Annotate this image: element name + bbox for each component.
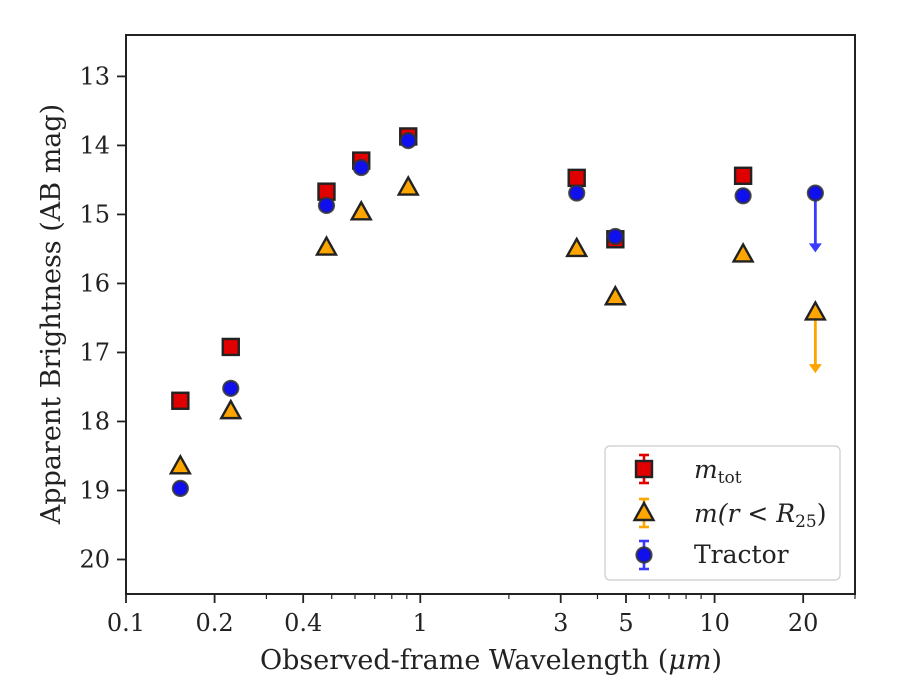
legend-label-m-r-r25: m(r < R25) xyxy=(694,499,827,532)
x-tick-label: 0.1 xyxy=(107,609,145,637)
data-point-circle xyxy=(399,131,417,150)
y-tick-label: 19 xyxy=(79,476,110,504)
x-tick-label: 5 xyxy=(618,609,633,637)
y-axis-label: Apparent Brightness (AB mag) xyxy=(36,104,67,525)
plot-area xyxy=(168,127,827,498)
data-point-circle xyxy=(352,158,370,177)
data-point-circle xyxy=(606,227,624,246)
data-point-square xyxy=(221,337,240,357)
data-point-square xyxy=(733,166,753,185)
data-point-triangle xyxy=(396,175,420,196)
arrow-head xyxy=(808,364,822,374)
data-point-circle xyxy=(171,479,189,498)
data-point-triangle xyxy=(731,241,755,263)
legend: mtot m(r < R25) Tractor xyxy=(604,445,841,581)
series-triangle-points xyxy=(168,175,827,475)
x-tick-label: 1 xyxy=(413,609,428,637)
y-tick-label: 18 xyxy=(79,407,110,435)
legend-entry-tractor: Tractor xyxy=(635,539,789,571)
y-tick-label: 17 xyxy=(79,338,110,366)
legend-entry-m-r-r25: m(r < R25) xyxy=(632,497,827,532)
data-point-triangle xyxy=(603,284,627,306)
data-point-circle xyxy=(734,187,752,205)
data-point-triangle xyxy=(219,398,243,420)
x-axis-label: Observed-frame Wavelength (μm) xyxy=(260,645,722,676)
x-tick-label: 10 xyxy=(699,609,730,637)
plot-frame xyxy=(125,34,856,595)
data-point-circle xyxy=(568,184,586,202)
x-tick-label: 3 xyxy=(553,609,568,637)
data-point-circle xyxy=(222,379,240,397)
data-point-triangle xyxy=(168,453,192,475)
y-tick-label: 14 xyxy=(79,131,110,159)
upper-limit-arrow xyxy=(808,312,822,374)
legend-marker-square xyxy=(634,453,654,485)
y-tick-label: 15 xyxy=(79,200,110,228)
x-tick-label: 0.2 xyxy=(196,609,234,637)
legend-entry-m-tot: mtot xyxy=(634,453,742,488)
legend-marker-shape xyxy=(635,546,653,564)
y-tick-label: 13 xyxy=(79,62,110,90)
arrow-head xyxy=(808,243,822,253)
x-tick-label: 20 xyxy=(788,609,819,637)
data-point-square xyxy=(567,168,586,188)
legend-label-tractor: Tractor xyxy=(694,540,789,569)
data-point-triangle xyxy=(803,299,827,321)
upper-limit-arrow xyxy=(808,193,822,253)
legend-marker-shape xyxy=(632,500,656,522)
series-circle-points xyxy=(171,131,824,498)
data-point-square xyxy=(171,391,190,410)
x-tick-label: 0.4 xyxy=(284,609,322,637)
legend-label-m-tot: mtot xyxy=(694,455,742,488)
series-square-points xyxy=(171,127,753,410)
y-tick-label: 20 xyxy=(79,545,110,573)
legend-marker-triangle xyxy=(632,497,656,529)
legend-frame xyxy=(604,445,841,581)
data-point-circle xyxy=(806,184,824,202)
data-point-triangle xyxy=(314,235,339,256)
legend-marker-shape xyxy=(634,459,654,479)
data-point-triangle xyxy=(565,236,589,258)
y-tick-label: 16 xyxy=(79,269,110,297)
legend-marker-circle xyxy=(635,539,653,571)
data-point-circle xyxy=(317,196,336,215)
data-point-triangle xyxy=(349,199,373,221)
